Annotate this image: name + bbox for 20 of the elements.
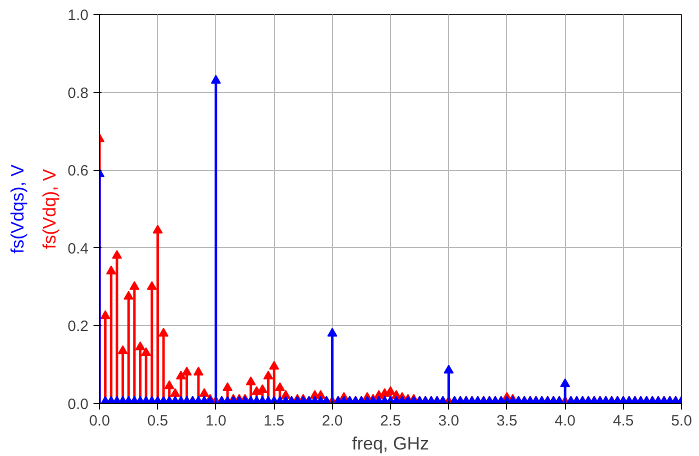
x-axis-title: freq, GHz xyxy=(352,434,430,454)
x-tick-label: 4.0 xyxy=(554,412,576,430)
x-tick-label: 3.0 xyxy=(438,412,460,430)
x-tick-label: 0.0 xyxy=(89,412,110,430)
y-tick-label: 0.8 xyxy=(68,84,89,102)
x-tick-label: 1.0 xyxy=(205,412,226,430)
y-tick-label: 0.0 xyxy=(68,396,89,413)
x-tick-label: 0.5 xyxy=(147,412,168,430)
y-tick-label: 0.4 xyxy=(68,240,89,258)
x-tick-label: 2.0 xyxy=(322,412,343,430)
x-tick-label: 3.5 xyxy=(496,412,518,430)
x-tick-label: 4.5 xyxy=(612,412,634,430)
x-tick-label: 1.5 xyxy=(264,412,285,430)
x-tick-label: 2.5 xyxy=(380,412,401,430)
x-tick-label: 5.0 xyxy=(671,412,692,430)
text: fs(Vdqs), V xyxy=(8,164,28,254)
text: fs(Vdq), V xyxy=(40,168,60,250)
y-tick-label: 0.6 xyxy=(68,162,89,180)
y-tick-label: 1.0 xyxy=(68,7,89,24)
y-tick-label: 0.2 xyxy=(68,318,89,336)
